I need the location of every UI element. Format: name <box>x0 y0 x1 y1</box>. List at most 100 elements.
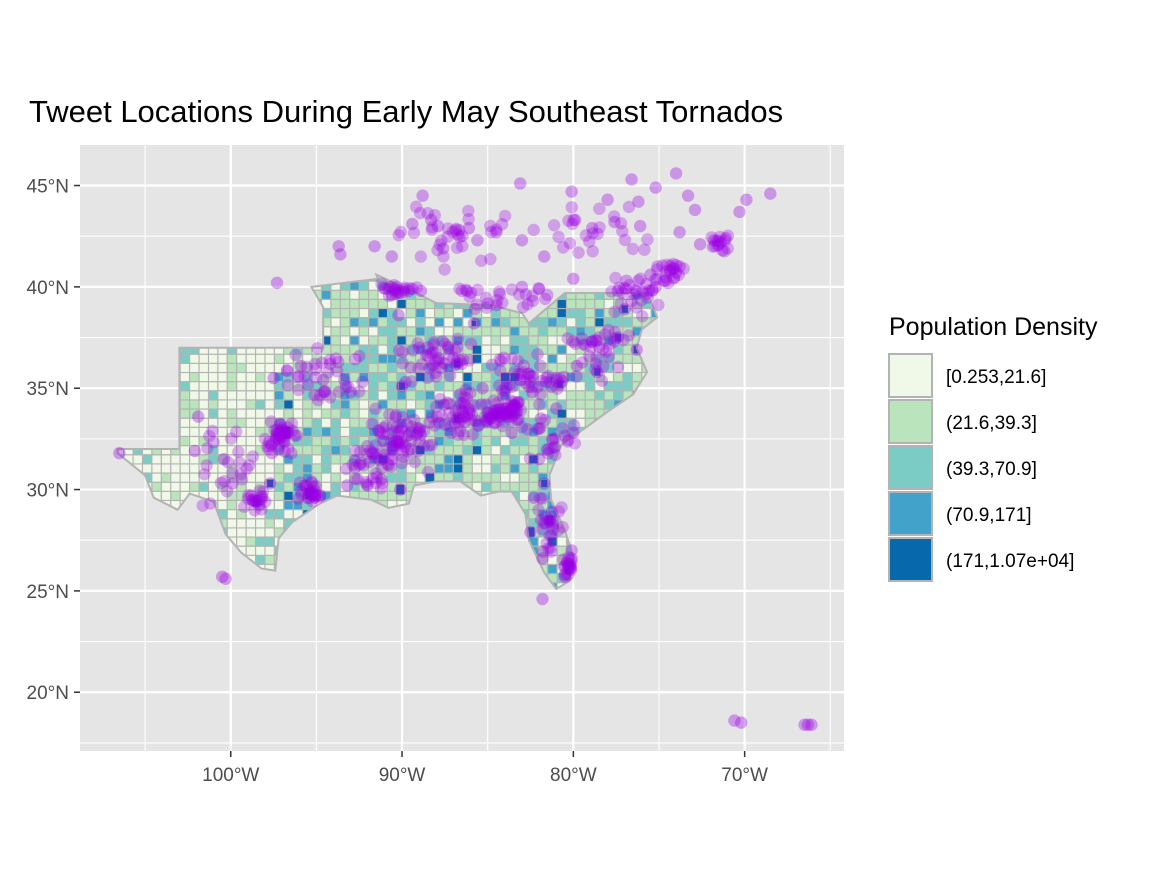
county-cell <box>141 454 153 465</box>
tweet-point <box>561 435 574 448</box>
county-cell <box>217 399 228 410</box>
tweet-point <box>443 406 456 420</box>
county-cell <box>160 454 172 465</box>
tweet-point <box>303 487 316 500</box>
x-tick-label: 100°W <box>202 765 259 786</box>
tweet-point <box>323 353 336 367</box>
tweet-point <box>204 497 217 510</box>
county-cell <box>358 326 370 337</box>
tweet-point <box>275 426 288 439</box>
tweet-point <box>421 341 434 354</box>
county-cell <box>509 445 520 456</box>
tweet-point <box>430 410 444 423</box>
county-cell <box>631 371 643 383</box>
tweet-point <box>439 337 452 351</box>
tweet-point <box>382 459 395 472</box>
tweet-point <box>630 343 643 356</box>
tweet-point <box>293 476 307 489</box>
tweet-point <box>511 395 525 409</box>
tweet-point <box>504 394 518 407</box>
tweet-point <box>482 406 495 420</box>
tweet-point <box>259 495 272 508</box>
county-cell <box>490 454 502 465</box>
county-cell <box>264 518 275 529</box>
county-cell <box>207 381 219 392</box>
tweet-point <box>232 445 245 458</box>
tweet-point <box>354 457 368 470</box>
tweet-point <box>226 466 239 480</box>
legend: Population Density [0.253,21.6] (21.6,39.… <box>888 313 1098 582</box>
tweet-point <box>339 380 353 393</box>
tweet-point <box>541 369 555 382</box>
tweet-point <box>301 480 314 493</box>
tweet-point <box>366 447 380 460</box>
tweet-point <box>603 338 616 351</box>
county-cell <box>255 554 266 565</box>
tweet-point <box>217 452 231 466</box>
tweet-point <box>493 403 507 416</box>
high-density-county <box>540 478 549 488</box>
tweet-point <box>556 520 569 534</box>
tweet-point <box>377 281 390 295</box>
county-cell <box>471 371 483 383</box>
tweet-point <box>693 238 707 251</box>
tweet-point <box>270 432 283 445</box>
county-cell <box>358 408 370 419</box>
tweet-point <box>651 263 664 276</box>
tweet-point <box>241 492 255 505</box>
tweet-point <box>413 424 427 437</box>
tweet-point <box>270 427 283 441</box>
county-cell <box>283 490 294 501</box>
tweet-point <box>608 305 621 318</box>
legend-label: (21.6,39.3] <box>946 413 1037 434</box>
tweet-point <box>422 439 435 452</box>
tweet-point <box>389 408 403 422</box>
county-cell <box>386 353 398 364</box>
tweet-point <box>457 396 470 409</box>
county-cell <box>443 326 454 337</box>
tweet-point <box>481 297 494 310</box>
tweet-point <box>488 406 501 420</box>
tweet-point <box>313 389 326 402</box>
tweet-point <box>564 561 578 574</box>
tweet-point <box>549 373 562 387</box>
tweet-point <box>672 268 685 281</box>
tweet-point <box>482 411 496 424</box>
tweet-point <box>651 260 664 273</box>
tweet-point <box>308 491 321 504</box>
tweet-point <box>575 356 589 369</box>
tweet-point <box>579 229 593 242</box>
tweet-point <box>240 462 253 475</box>
county-cell <box>339 317 351 328</box>
tweet-point <box>313 490 327 503</box>
tweet-point <box>673 260 686 273</box>
tweet-point <box>673 226 686 239</box>
tweet-point <box>275 423 288 437</box>
high-density-county <box>252 497 261 507</box>
y-tick-label: 25°N <box>27 582 69 603</box>
tweet-point <box>332 240 345 253</box>
county-cell <box>584 307 596 319</box>
county-cell <box>405 390 417 401</box>
tweet-point <box>493 353 506 366</box>
tweet-point <box>428 419 441 432</box>
county-cell <box>622 317 633 328</box>
tweet-point <box>397 285 411 298</box>
tweet-point <box>444 369 457 382</box>
tweet-point <box>392 436 405 450</box>
tweet-point <box>264 415 278 428</box>
tweet-point <box>557 560 571 573</box>
county-cell <box>151 454 162 465</box>
county-cell <box>255 399 266 410</box>
tweet-point <box>369 402 382 415</box>
tweet-point <box>278 430 291 443</box>
tweet-point <box>667 257 680 271</box>
tweet-point <box>392 344 406 357</box>
tweet-point <box>589 357 602 370</box>
tweet-point <box>536 552 549 565</box>
tweet-point <box>378 448 391 461</box>
county-cell <box>217 362 228 374</box>
tweet-point <box>255 492 268 506</box>
tweet-point <box>397 450 410 464</box>
county-cell <box>613 317 624 328</box>
